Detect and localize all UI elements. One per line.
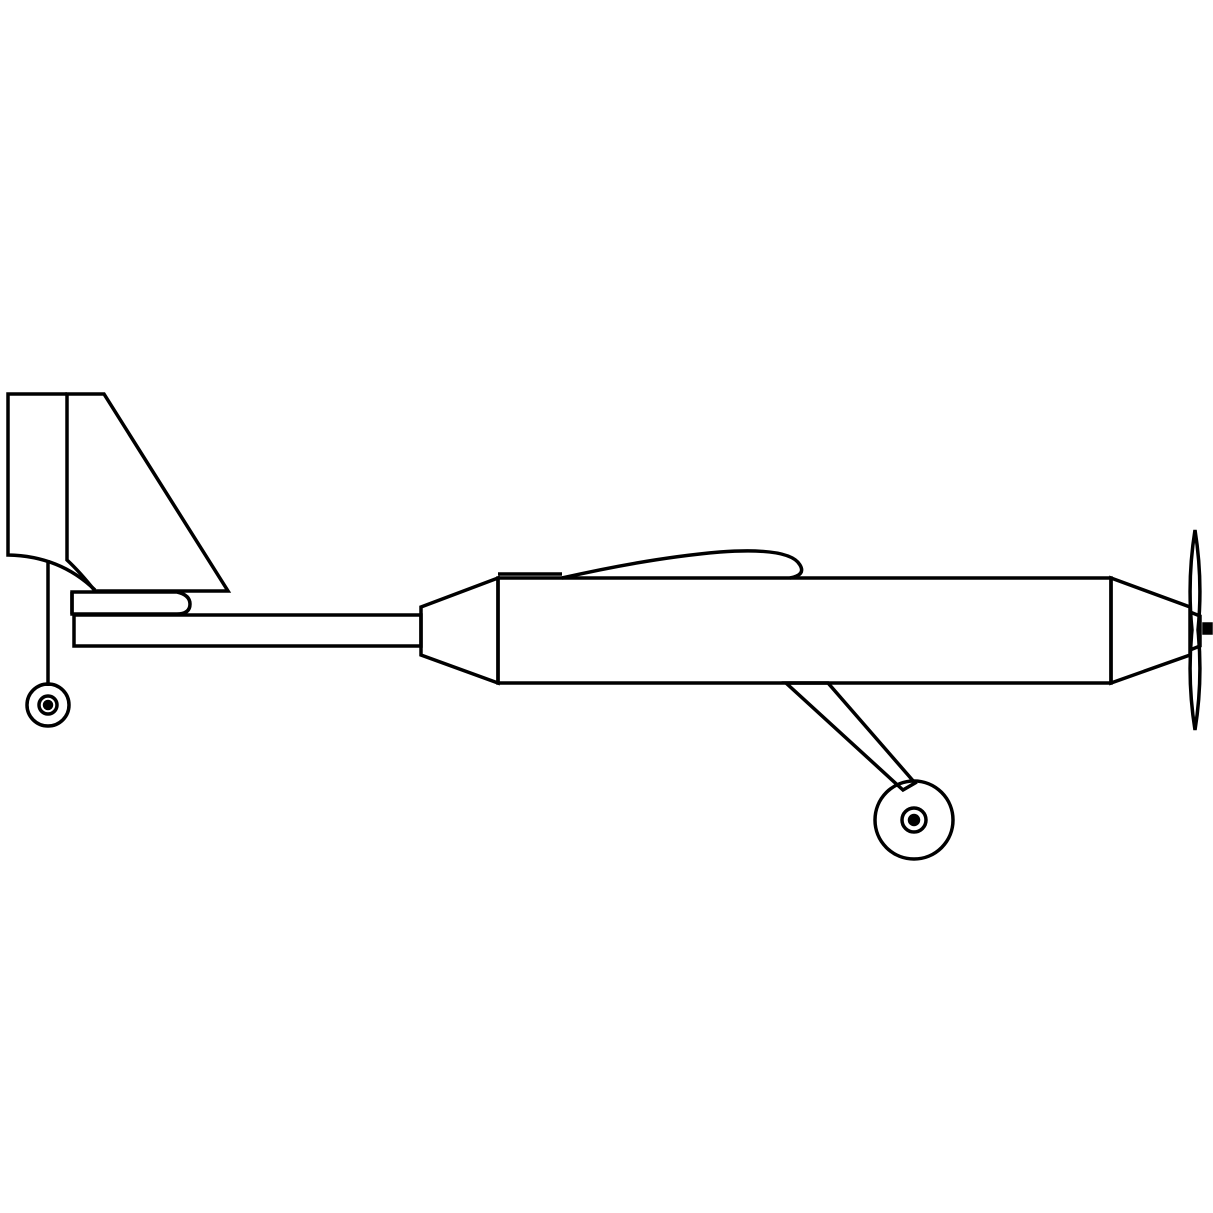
vertical-stabilizer: [65, 392, 232, 593]
propeller-hub: [1189, 610, 1202, 652]
tail-wheel-gear: [25, 560, 71, 728]
tail-wheel-axle: [42, 699, 54, 711]
main-landing-gear-group: [781, 681, 955, 861]
main-wheel-hub: [900, 806, 928, 834]
main-wheel: [873, 779, 955, 861]
main-wheel-axle: [907, 813, 921, 827]
propeller: [1188, 529, 1202, 731]
propeller-spinner: [1202, 622, 1213, 635]
main-landing-gear: [781, 681, 918, 793]
tail-wheel-hub: [37, 694, 59, 716]
tail-wheel: [25, 682, 71, 728]
propeller-group: [1188, 529, 1213, 731]
canopy: [561, 549, 804, 580]
